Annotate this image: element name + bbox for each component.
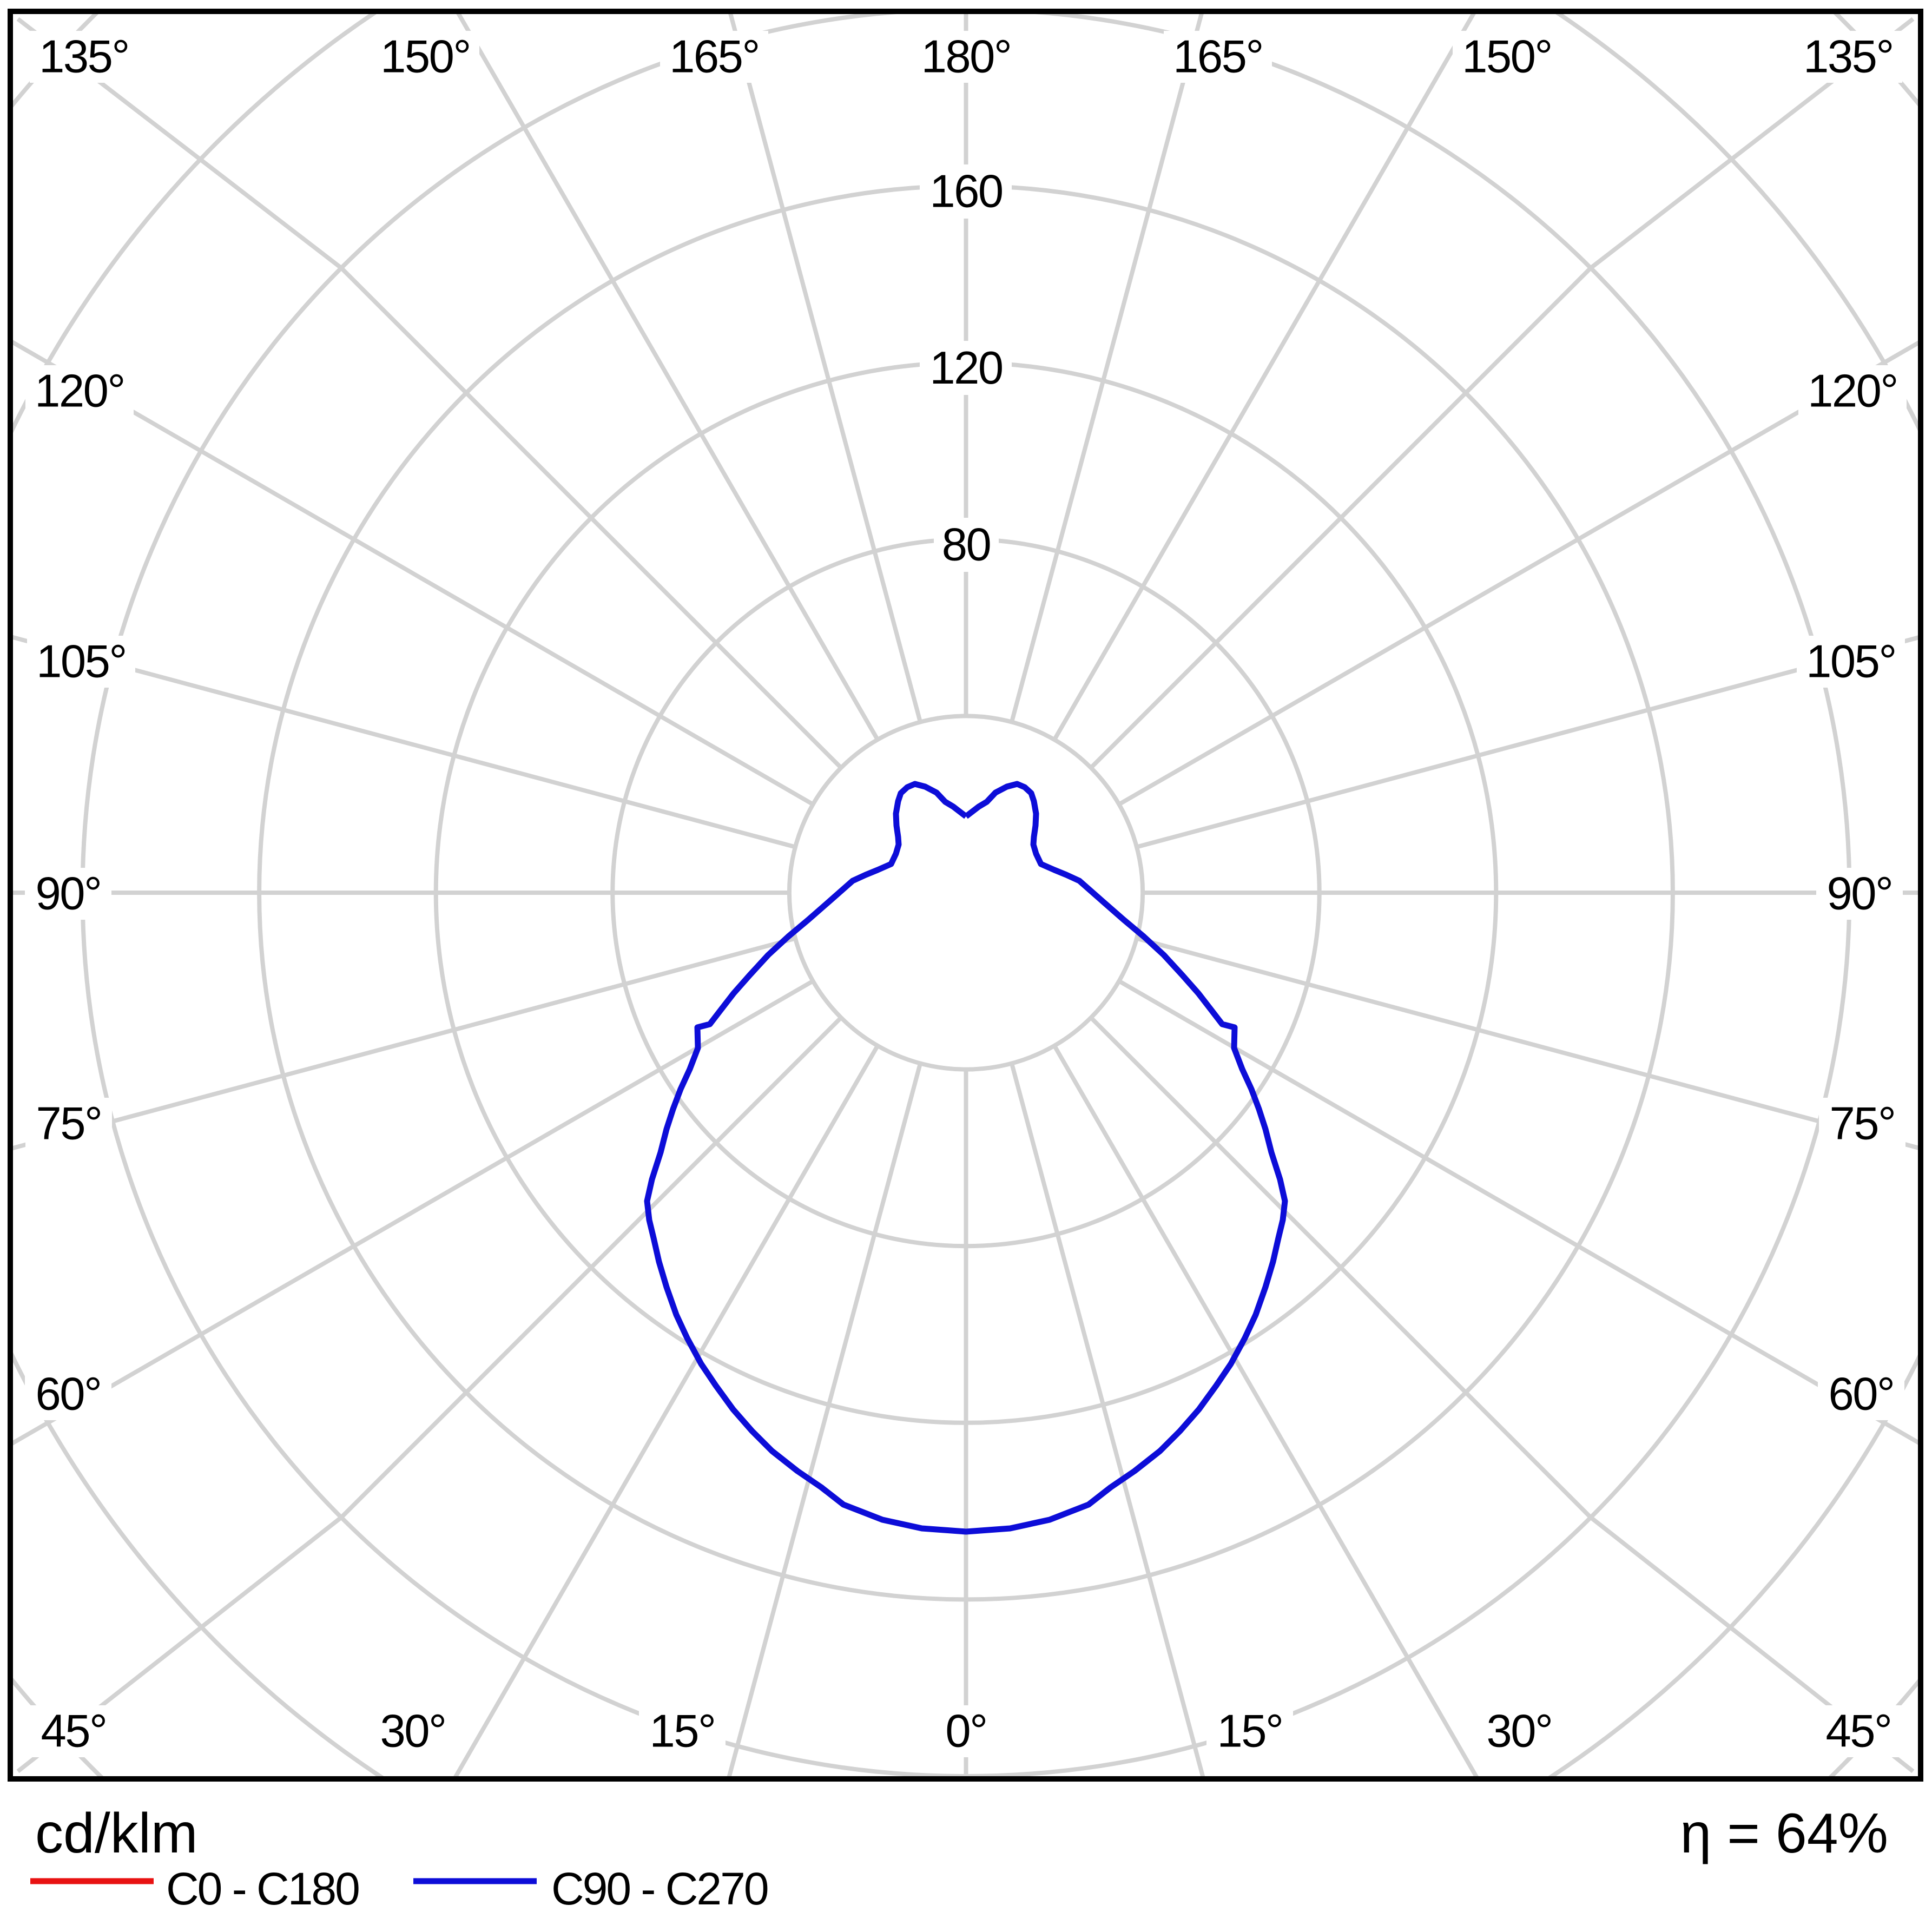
svg-text:90°: 90° — [1827, 868, 1892, 920]
svg-text:45°: 45° — [1825, 1706, 1891, 1757]
svg-text:C90 - C270: C90 - C270 — [551, 1863, 768, 1914]
svg-text:135°: 135° — [1803, 31, 1893, 83]
svg-text:105°: 105° — [36, 636, 126, 688]
svg-text:15°: 15° — [1217, 1706, 1282, 1757]
svg-text:cd/klm: cd/klm — [35, 1802, 197, 1865]
svg-text:120°: 120° — [35, 366, 124, 417]
svg-text:120: 120 — [929, 342, 1002, 394]
svg-text:150°: 150° — [380, 31, 470, 83]
svg-text:60°: 60° — [35, 1369, 101, 1420]
svg-text:30°: 30° — [1486, 1706, 1552, 1757]
svg-text:η = 64%: η = 64% — [1680, 1802, 1888, 1865]
svg-text:120°: 120° — [1808, 366, 1897, 417]
svg-text:75°: 75° — [36, 1098, 101, 1150]
svg-text:15°: 15° — [649, 1706, 715, 1757]
svg-text:80: 80 — [942, 519, 991, 571]
svg-text:105°: 105° — [1806, 636, 1896, 688]
svg-text:165°: 165° — [669, 31, 759, 83]
svg-text:45°: 45° — [41, 1706, 106, 1757]
svg-text:0°: 0° — [945, 1706, 986, 1757]
svg-text:135°: 135° — [39, 31, 129, 83]
svg-text:160: 160 — [929, 166, 1002, 217]
svg-text:30°: 30° — [380, 1706, 445, 1757]
svg-text:C0 - C180: C0 - C180 — [166, 1863, 359, 1914]
svg-text:165°: 165° — [1173, 31, 1263, 83]
svg-text:180°: 180° — [921, 31, 1011, 83]
svg-text:90°: 90° — [35, 868, 101, 920]
svg-text:60°: 60° — [1828, 1369, 1894, 1420]
svg-text:150°: 150° — [1462, 31, 1552, 83]
svg-text:75°: 75° — [1829, 1098, 1895, 1150]
